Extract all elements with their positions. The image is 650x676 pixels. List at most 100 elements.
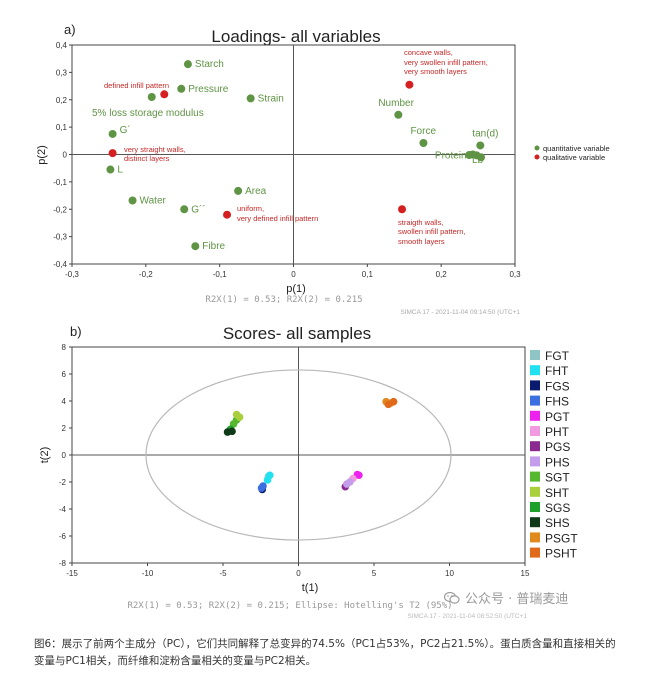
loading-point-label: Area <box>245 186 267 197</box>
loading-point-label: G´ <box>120 124 131 136</box>
legend-swatch-psgt <box>530 532 540 543</box>
loadings-xtick-label: -0,2 <box>139 270 153 279</box>
hotelling-ellipse-group <box>145 369 452 541</box>
scores-xtick-label: -10 <box>142 569 154 578</box>
loadings-ytick-label: -0,4 <box>53 260 67 269</box>
scores-ytick-label: 4 <box>62 397 67 406</box>
scores-title: Scores- all samples <box>223 324 371 343</box>
scores-ytick-label: 0 <box>62 451 67 460</box>
quantitative-point <box>477 153 486 162</box>
loadings-ytick-label: 0,1 <box>56 123 68 132</box>
quantitative-point <box>180 205 189 214</box>
legend-swatch-pgs <box>530 441 540 452</box>
scores-xtick-label: 5 <box>372 569 377 578</box>
qualitative-point <box>223 210 232 219</box>
loadings-title: Loadings- all variables <box>211 27 380 46</box>
loadings-ytick-label: -0,1 <box>53 178 67 187</box>
loading-point-label: Fibre <box>202 241 225 252</box>
scores-xtick-label: 10 <box>445 569 454 578</box>
concave-label-2: very swollen infill pattern, <box>404 58 488 67</box>
legend-swatch-fgs <box>530 380 540 391</box>
quantitative-point <box>246 94 255 103</box>
wechat-icon <box>444 591 460 604</box>
loadings-ytick-label: -0,3 <box>53 233 67 242</box>
loadings-ytick-label: 0,3 <box>56 68 68 77</box>
qualitative-point <box>405 80 414 89</box>
legend-label-fgt: FGT <box>545 349 570 363</box>
loading-point-label: tan(d) <box>472 128 498 139</box>
score-point-pgt <box>355 471 363 480</box>
quantitative-point <box>147 93 156 102</box>
quantitative-point <box>465 151 474 160</box>
defined-infill-label: defined infill pattern <box>104 81 169 90</box>
legend-swatch-pht <box>530 426 540 436</box>
scores-ytick-label: 2 <box>62 424 67 433</box>
legend-quantitative-label: quantitative variable <box>543 144 610 153</box>
panel-b-label: b) <box>70 324 82 339</box>
legend-swatch-fgt <box>530 350 540 360</box>
quantitative-point <box>108 129 117 138</box>
loadings-ytick-label: 0,2 <box>56 96 68 105</box>
scores-ylabel: t(2) <box>39 447 51 464</box>
legend-label-phs: PHS <box>545 455 570 469</box>
score-point-shs <box>228 427 236 436</box>
legend-swatch-shs <box>530 517 540 528</box>
scores-xlabel: t(1) <box>302 582 319 594</box>
loadings-stamp: SIMCA 17 - 2021-11-04 09:14:50 (UTC+1 <box>400 309 520 316</box>
scores-ytick-label: -2 <box>59 478 67 487</box>
loading-point-label: Pressure <box>188 84 228 95</box>
straight-walls-label-1: very straight walls, <box>124 145 186 154</box>
straigth-label-3: smooth layers <box>398 237 445 246</box>
watermark: 公众号 · 普瑞麦迪 <box>444 588 568 607</box>
scores-points <box>223 397 398 494</box>
quantitative-point <box>183 60 192 69</box>
loadings-points: Starch Pressure Strain G´ L Water G´´ Area Fibre… <box>106 59 498 252</box>
quantitative-point <box>419 139 428 148</box>
legend-swatch-fht <box>530 365 540 376</box>
legend-quantitative-marker <box>534 145 540 151</box>
uniform-label-1: uniform, <box>237 204 264 213</box>
legend-swatch-psht <box>530 547 540 558</box>
quantitative-point <box>234 186 243 195</box>
quantitative-point <box>394 110 403 119</box>
legend-swatch-pgt <box>530 410 540 421</box>
score-point-phs <box>346 478 354 486</box>
quantitative-point <box>476 141 485 150</box>
loading-point-label: Water <box>140 195 167 206</box>
loadings-xlabel: p(1) <box>286 283 306 295</box>
concave-label-1: concave walls, <box>404 48 453 57</box>
straigth-label-2: swollen infill pattern, <box>398 227 466 236</box>
score-point-fht <box>263 476 272 484</box>
uniform-label-2: very defined infill pattern <box>237 214 318 223</box>
legend-label-pgt: PGT <box>545 410 570 424</box>
legend-label-sgt: SGT <box>545 471 570 485</box>
loading-point-label: Protein <box>435 151 467 162</box>
legend-swatch-sgs <box>530 502 540 512</box>
loadings-ytick-label: 0,4 <box>56 41 68 50</box>
score-point-psht <box>384 400 393 409</box>
scores-xtick-label: 0 <box>296 569 301 578</box>
scores-xtick-label: 15 <box>521 569 530 578</box>
hotelling-ellipse <box>145 369 452 541</box>
loadings-ytick-label: 0 <box>63 151 68 160</box>
qualitative-point <box>108 149 117 158</box>
loadings-xtick-label: -0,3 <box>65 270 79 279</box>
loadings-axes: -0,3 -0,2 -0,1 0 0,1 0,2 0,3 0,4 0,3 0,2 0,1 0 -0,1 -… <box>53 41 521 279</box>
score-point-sht <box>235 413 244 422</box>
straigth-label-1: straigth walls, <box>398 218 443 227</box>
scores-ytick-label: -8 <box>59 559 67 568</box>
scores-ytick-label: -4 <box>59 505 67 514</box>
legend-label-psgt: PSGT <box>545 531 578 545</box>
loadings-xtick-label: 0,2 <box>436 270 448 279</box>
loadings-xtick-label: -0,1 <box>213 270 227 279</box>
scores-stamp: SIMCA 17 - 2021-11-04 08:52:50 (UTC+1 <box>407 613 527 620</box>
loadings-plot: a) Loadings- all variables -0,3 -0,2 -0,1 0… <box>36 22 610 316</box>
legend-swatch-sgt <box>530 471 540 482</box>
legend-label-fgs: FGS <box>545 379 570 393</box>
legend-swatch-fhs <box>530 395 540 406</box>
scores-xtick-label: -15 <box>66 569 78 578</box>
legend-label-fhs: FHS <box>545 395 569 409</box>
legend-label-pgs: PGS <box>545 440 570 454</box>
loading-point-label: Strain <box>258 93 284 104</box>
